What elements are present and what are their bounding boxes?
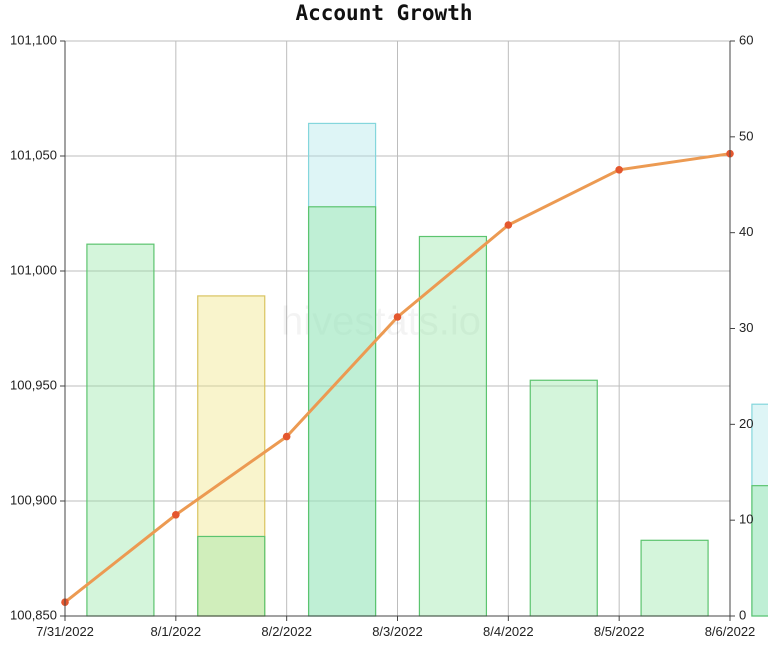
line-point-4 [504,221,513,229]
left-tick-label-1: 100,900 [10,492,57,507]
line-point-2 [282,432,291,441]
right-tick-label-5: 50 [739,128,753,143]
bar-series0-3 [418,235,488,617]
right-tick-label-1: 10 [739,512,753,527]
bar-series0-1 [197,535,266,617]
line-point-3 [393,313,402,321]
bar-series0-5 [640,539,709,617]
right-tick-label-3: 30 [739,320,753,335]
left-tick-label-2: 100,950 [10,377,57,392]
tick-labels: 100,850 100,900 100,950 101,000 101,050 101,1… [10,32,755,639]
bar-series0-0 [86,243,155,617]
line-layer [61,149,734,606]
chart-title: Account Growth [295,1,473,25]
line-point-5 [615,166,623,174]
left-tick-label-3: 101,000 [10,262,57,277]
bar-series0-2 [307,206,377,617]
x-tick-label-4: 8/4/2022 [483,624,534,639]
bar-series1-0 [197,295,266,617]
bar-series2-0 [307,122,377,617]
axes [60,40,735,621]
right-tick-label-0: 0 [739,607,746,622]
left-tick-label-0: 100,850 [10,607,57,622]
x-tick-label-0: 7/31/2022 [36,624,94,639]
x-tick-label-3: 8/3/2022 [372,624,423,639]
bar-series0-4 [529,379,598,617]
right-tick-label-2: 20 [739,416,753,431]
line-point-1 [172,511,180,519]
right-tick-label-4: 40 [739,224,753,239]
left-tick-label-4: 101,050 [10,147,57,162]
x-tick-label-5: 8/5/2022 [594,624,645,639]
bar-layer [86,122,768,617]
grid-lines [64,40,731,617]
x-tick-label-6: 8/6/2022 [705,624,756,639]
x-tick-label-1: 8/1/2022 [151,624,202,639]
right-tick-label-6: 60 [739,32,753,47]
left-tick-label-5: 101,100 [10,32,57,47]
x-tick-label-2: 8/2/2022 [261,624,312,639]
bar-series0-6 [751,485,768,617]
